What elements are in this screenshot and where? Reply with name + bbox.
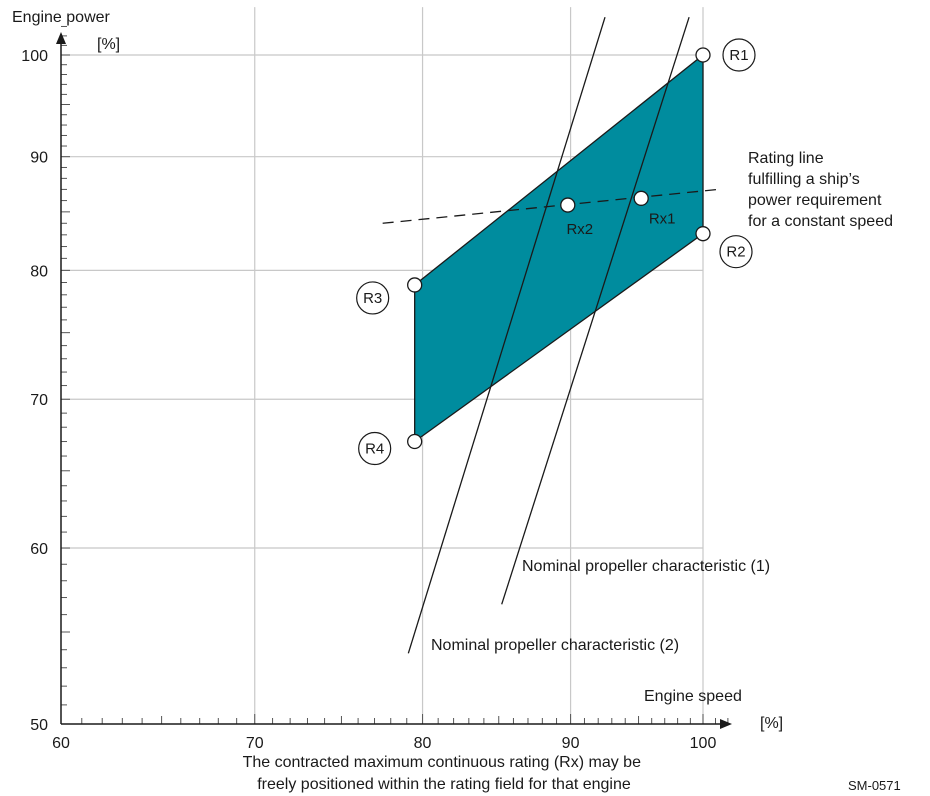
minor-ticks xyxy=(61,25,729,724)
propeller-2-label: Nominal propeller characteristic (2) xyxy=(431,637,679,654)
point-label-r4: R4 xyxy=(365,441,384,458)
y-tick-label-100: 100 xyxy=(21,48,48,65)
footnote-line-1: The contracted maximum continuous rating… xyxy=(243,754,641,771)
x-tick-label-70: 70 xyxy=(246,735,264,752)
point-label-rx1: Rx1 xyxy=(649,210,676,227)
propeller-line-2 xyxy=(407,16,606,654)
x-tick-label-90: 90 xyxy=(562,735,580,752)
point-r1 xyxy=(695,47,711,63)
point-label-r3: R3 xyxy=(363,290,382,307)
y-axis-title: Engine power xyxy=(12,9,111,26)
x-tick-label-80: 80 xyxy=(414,735,432,752)
x-axis-title: Engine speed xyxy=(644,688,742,705)
point-rx2 xyxy=(560,197,576,213)
x-tick-label-60: 60 xyxy=(52,735,70,752)
footnote: The contracted maximum continuous rating… xyxy=(243,754,646,793)
rating-line-label-3: power requirement xyxy=(748,192,882,209)
rating-line-label-4: for a constant speed xyxy=(748,213,893,230)
x-axis-unit: [%] xyxy=(760,715,783,732)
y-tick-label-70: 70 xyxy=(30,392,48,409)
propeller-line-1 xyxy=(501,16,690,605)
footnote-line-2: freely positioned within the rating fiel… xyxy=(257,776,631,793)
y-axis-unit: [%] xyxy=(97,36,120,53)
y-tick-label-80: 80 xyxy=(30,263,48,280)
point-badge-r4 xyxy=(358,431,392,466)
propeller-1-label: Nominal propeller characteristic (1) xyxy=(522,558,770,575)
y-axis-arrow xyxy=(56,32,66,44)
x-axis-arrow xyxy=(720,719,732,729)
y-tick-label-50: 50 xyxy=(30,717,48,734)
rating-line xyxy=(382,188,719,224)
characteristic-lines xyxy=(382,16,719,654)
point-r3 xyxy=(407,277,423,293)
figure-code: SM-0571 xyxy=(848,778,901,793)
rating-line-label: Rating line fulfilling a ship’s power re… xyxy=(748,150,893,230)
rating-field xyxy=(414,53,704,443)
axes xyxy=(56,32,732,729)
point-r4 xyxy=(407,433,423,450)
point-label-rx2: Rx2 xyxy=(566,221,593,238)
x-tick-label-100: 100 xyxy=(690,735,717,752)
grid xyxy=(61,7,704,724)
point-badge-r2 xyxy=(719,235,753,269)
point-r2 xyxy=(695,226,711,242)
point-label-r1: R1 xyxy=(729,47,748,64)
y-tick-label-90: 90 xyxy=(30,150,48,167)
rating-points: R1 R2 R3 R4 Rx1 Rx2 xyxy=(356,38,756,466)
y-tick-label-60: 60 xyxy=(30,541,48,558)
point-badge-r1 xyxy=(722,38,756,72)
point-rx1 xyxy=(633,190,649,206)
point-badge-r3 xyxy=(356,281,390,315)
rating-line-label-2: fulfilling a ship’s xyxy=(748,171,860,188)
rating-field-area xyxy=(414,53,704,443)
point-label-r2: R2 xyxy=(726,244,745,261)
rating-line-label-1: Rating line xyxy=(748,150,824,167)
